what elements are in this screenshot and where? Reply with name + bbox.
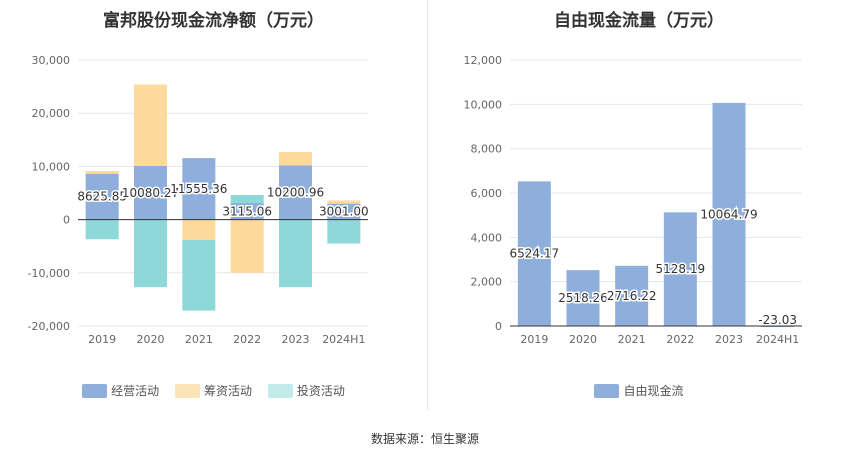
y-tick-label: 12,000 bbox=[464, 54, 503, 67]
x-tick-label: 2021 bbox=[618, 333, 646, 346]
bar-financing bbox=[134, 84, 167, 166]
bar-free-cashflow bbox=[712, 102, 746, 326]
x-tick-label: 2019 bbox=[88, 333, 116, 346]
x-tick-label: 2020 bbox=[569, 333, 597, 346]
bar-free-cashflow bbox=[615, 265, 649, 326]
free-cashflow-chart-legend: 自由现金流 bbox=[428, 382, 850, 399]
bar-investing bbox=[230, 195, 264, 204]
data-label-free-cashflow: 10064.79 bbox=[700, 207, 757, 221]
y-tick-label: 0 bbox=[495, 320, 502, 333]
y-tick-label: 0 bbox=[63, 214, 70, 227]
y-tick-label: 10,000 bbox=[464, 98, 503, 111]
data-label-operating: 3115.06 bbox=[222, 204, 272, 218]
legend-label-operating: 经营活动 bbox=[111, 384, 160, 398]
y-tick-label: 8,000 bbox=[471, 143, 503, 156]
legend-label-investing: 投资活动 bbox=[296, 384, 345, 398]
legend-swatch-financing bbox=[174, 384, 200, 398]
x-tick-label: 2024H1 bbox=[322, 333, 365, 346]
data-label-free-cashflow: 6524.17 bbox=[510, 247, 560, 261]
free-cashflow-chart-panel: 自由现金流量（万元） 0 2,000 4,000 6,000 8,000 10,000 12… bbox=[428, 0, 850, 410]
bar-operating bbox=[279, 165, 312, 220]
y-tick-label: -10,000 bbox=[28, 267, 70, 280]
x-tick-label: 2021 bbox=[185, 333, 213, 346]
free-cashflow-chart-title: 自由现金流量（万元） bbox=[554, 11, 724, 31]
bar-operating bbox=[327, 203, 361, 220]
data-label-operating: 3001.00 bbox=[319, 205, 369, 219]
data-label-operating: 10080.27 bbox=[122, 186, 179, 200]
bar-financing bbox=[279, 152, 312, 166]
cashflow-chart-title: 富邦股份现金流净额（万元） bbox=[103, 11, 324, 31]
panel-divider bbox=[427, 0, 428, 410]
legend-label-free-cashflow: 自由现金流 bbox=[623, 384, 684, 398]
legend-item-investing[interactable]: 投资活动 bbox=[267, 382, 345, 399]
cashflow-chart-panel: 富邦股份现金流净额（万元） -20,000 -10,000 0 10,000 20,00… bbox=[0, 0, 427, 410]
x-tick-label: 2024H1 bbox=[756, 333, 799, 346]
legend-swatch-operating bbox=[82, 384, 108, 398]
y-tick-label: 10,000 bbox=[32, 160, 71, 173]
bar-free-cashflow bbox=[663, 212, 697, 326]
bar-investing bbox=[182, 239, 216, 311]
y-tick-label: 6,000 bbox=[471, 187, 503, 200]
bar-financing bbox=[230, 219, 264, 273]
bar-operating bbox=[182, 158, 216, 220]
data-label-free-cashflow: -23.03 bbox=[758, 313, 797, 327]
x-tick-label: 2022 bbox=[666, 333, 694, 346]
data-label-operating: 11555.36 bbox=[170, 182, 227, 196]
data-label-operating: 10200.96 bbox=[267, 185, 324, 199]
legend-swatch-free-cashflow bbox=[594, 384, 620, 398]
data-label-operating: 8625.85 bbox=[77, 190, 127, 204]
bar-free-cashflow bbox=[566, 270, 600, 326]
legend-item-operating[interactable]: 经营活动 bbox=[82, 382, 159, 399]
x-tick-label: 2020 bbox=[137, 333, 165, 346]
cashflow-chart-legend: 经营活动 筹资活动 投资活动 bbox=[0, 382, 427, 399]
data-label-free-cashflow: 2518.26 bbox=[558, 291, 608, 305]
legend-item-financing[interactable]: 筹资活动 bbox=[174, 382, 252, 399]
data-label-free-cashflow: 2716.22 bbox=[607, 289, 657, 303]
bar-operating bbox=[134, 165, 167, 220]
bar-operating bbox=[230, 203, 264, 220]
bar-investing bbox=[327, 219, 361, 244]
data-label-free-cashflow: 5128.19 bbox=[656, 262, 706, 276]
bar-financing bbox=[327, 200, 361, 204]
x-tick-label: 2023 bbox=[282, 333, 310, 346]
bar-financing bbox=[85, 171, 119, 174]
x-tick-label: 2023 bbox=[715, 333, 743, 346]
bar-investing bbox=[134, 219, 167, 288]
y-tick-label: 30,000 bbox=[32, 54, 71, 67]
bar-financing bbox=[182, 219, 216, 240]
bar-operating bbox=[85, 173, 119, 220]
x-tick-label: 2019 bbox=[520, 333, 548, 346]
y-tick-label: 20,000 bbox=[32, 107, 71, 120]
free-cashflow-chart-svg: 0 2,000 4,000 6,000 8,000 10,000 12,000 2019 202… bbox=[464, 54, 802, 346]
y-tick-label: 4,000 bbox=[471, 231, 503, 244]
legend-swatch-investing bbox=[267, 384, 293, 398]
y-tick-label: 2,000 bbox=[471, 276, 503, 289]
x-tick-label: 2022 bbox=[233, 333, 261, 346]
bar-investing bbox=[279, 219, 312, 288]
legend-item-free-cashflow[interactable]: 自由现金流 bbox=[594, 382, 684, 399]
y-tick-label: -20,000 bbox=[28, 320, 70, 333]
cashflow-chart-svg: -20,000 -10,000 0 10,000 20,000 30,000 2019 202… bbox=[28, 54, 371, 346]
data-source-note: 数据来源：恒生聚源 bbox=[370, 432, 479, 446]
bar-free-cashflow bbox=[517, 181, 551, 326]
legend-label-financing: 筹资活动 bbox=[203, 384, 252, 398]
bar-investing bbox=[85, 219, 119, 240]
